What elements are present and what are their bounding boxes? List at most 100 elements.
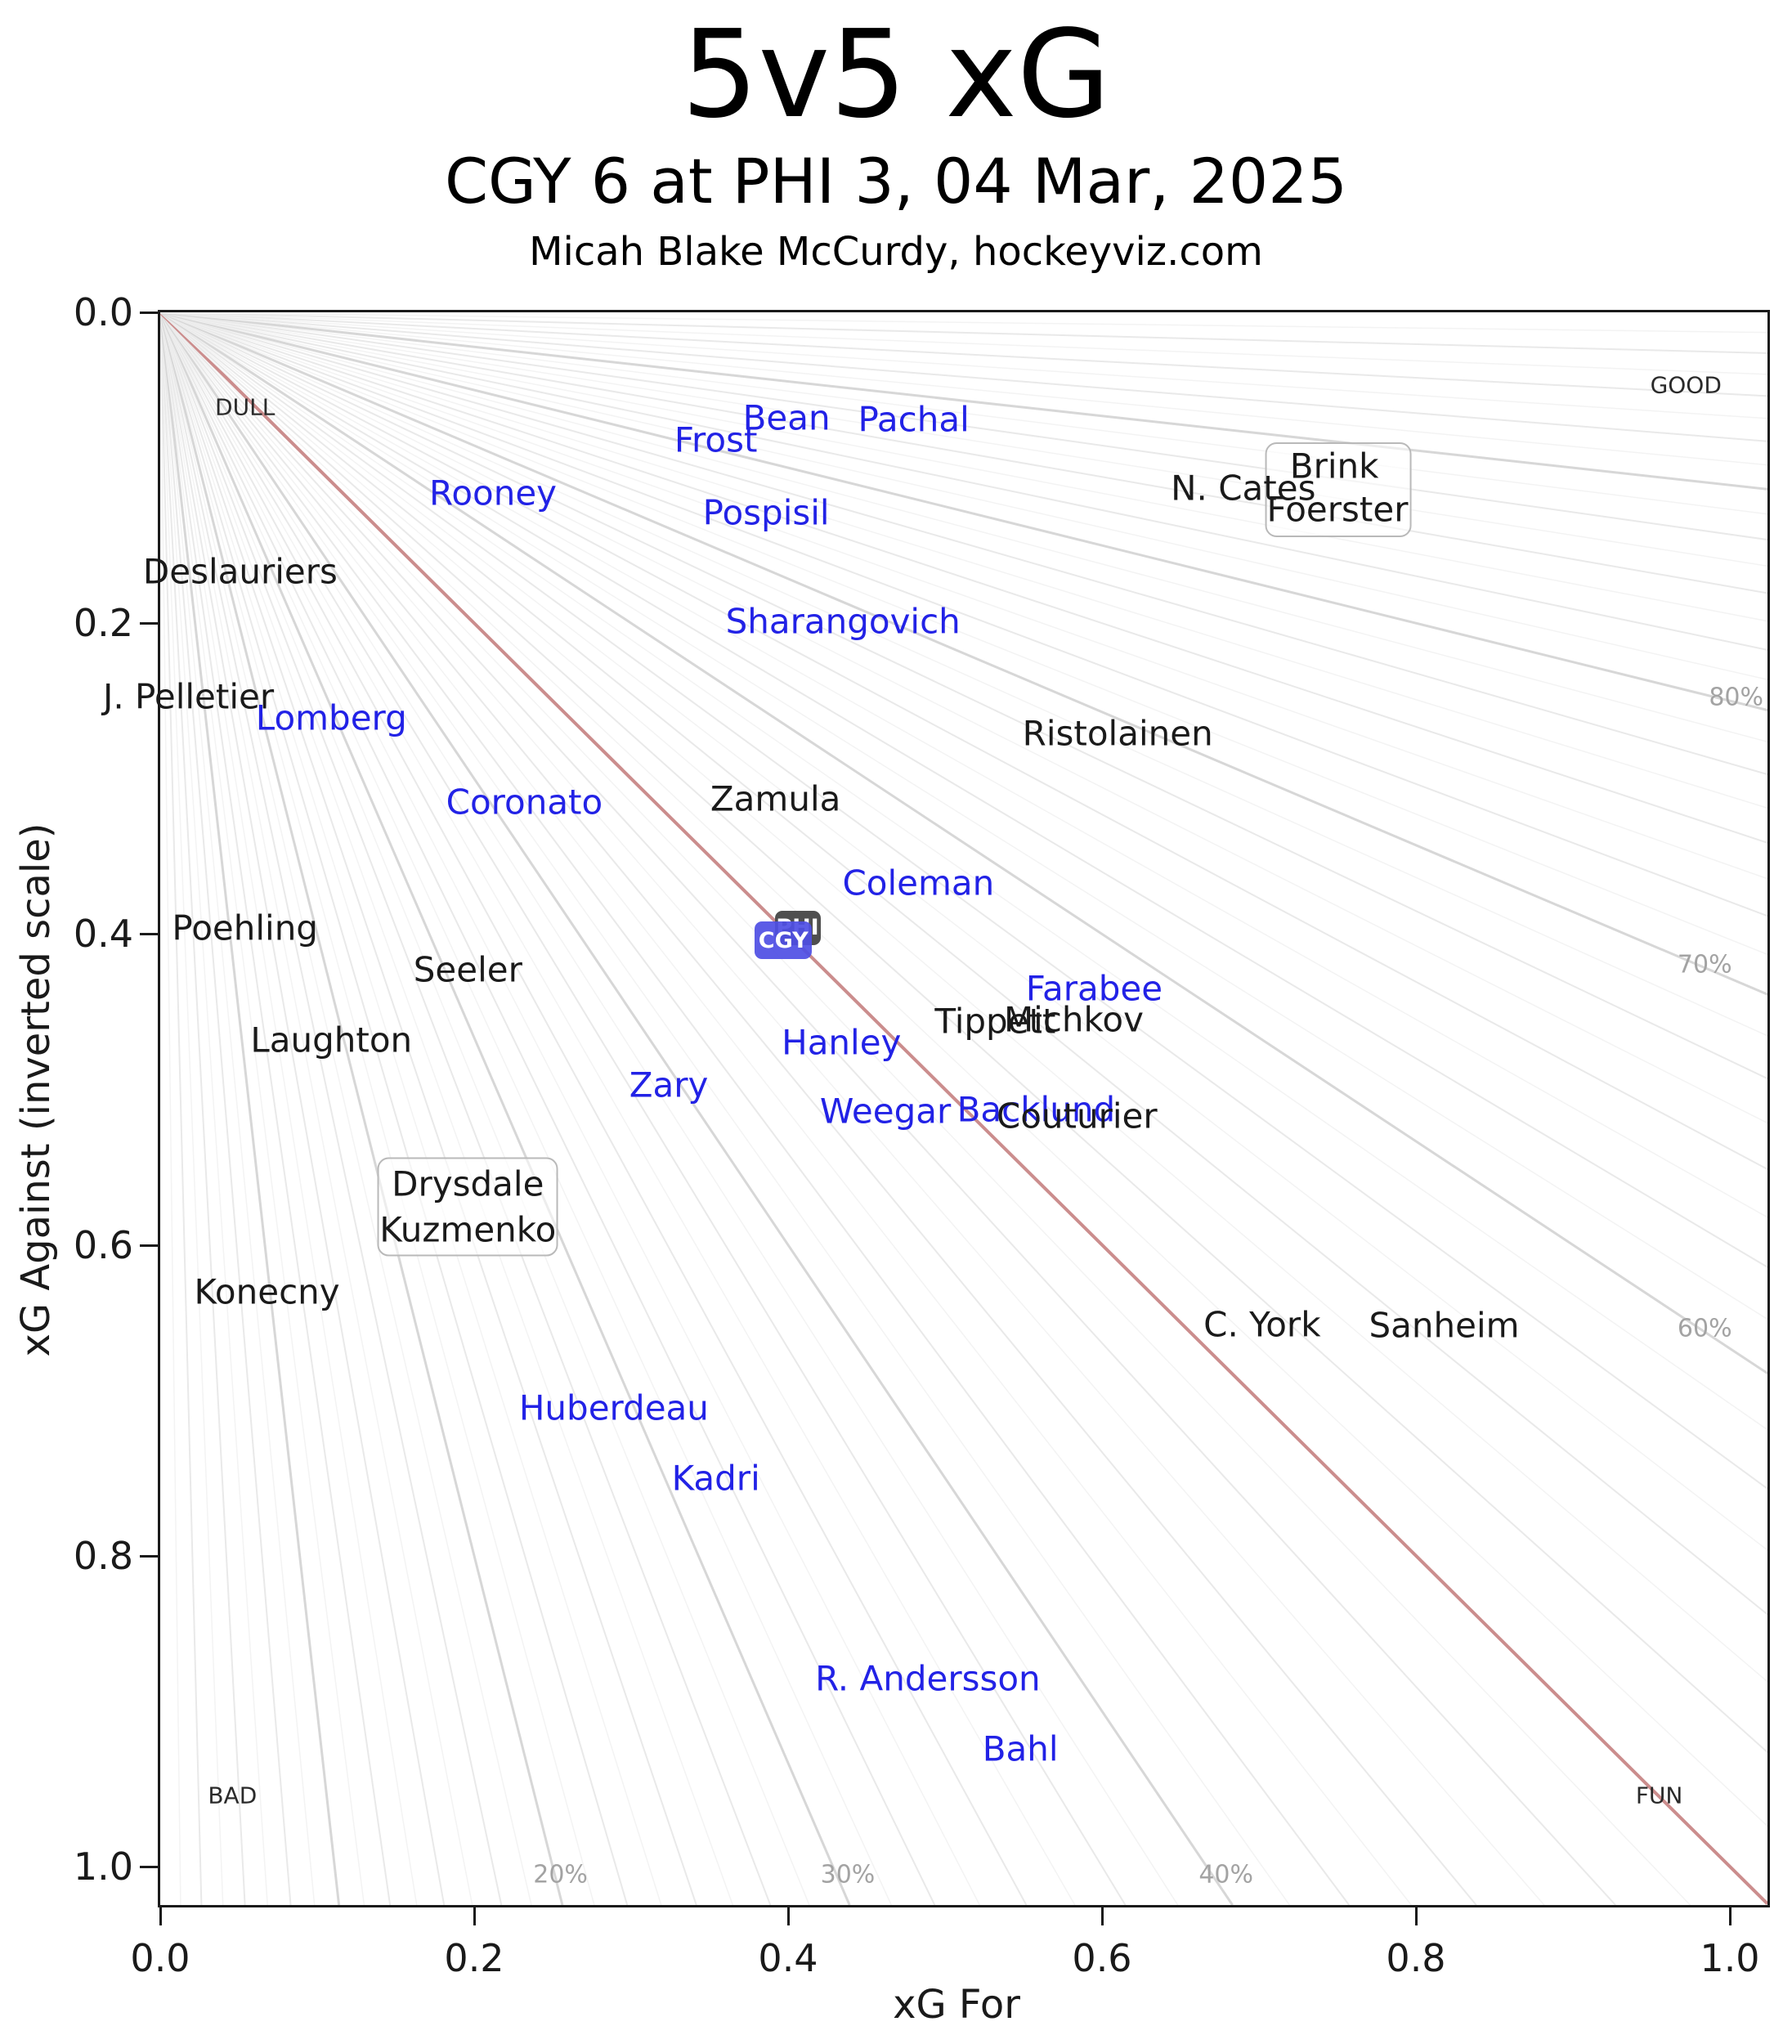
player-label-michkov: Michkov bbox=[1003, 999, 1144, 1040]
y-tick-mark bbox=[140, 933, 158, 936]
y-tick-mark bbox=[140, 1244, 158, 1247]
share-pct-label-30: 30% bbox=[820, 1860, 876, 1889]
share-fan-line bbox=[160, 312, 1127, 1905]
share-fan-line bbox=[160, 312, 1351, 1905]
x-tick-mark bbox=[159, 1907, 162, 1925]
share-fan-gridlines bbox=[160, 312, 1767, 1905]
player-label-bahl: Bahl bbox=[982, 1728, 1059, 1769]
corner-label-good: GOOD bbox=[1650, 371, 1722, 399]
share-fan-line bbox=[160, 312, 1767, 1080]
share-fan-line bbox=[160, 312, 1076, 1905]
player-label-n-cates: N. Cates bbox=[1171, 468, 1316, 509]
player-label-zamula: Zamula bbox=[710, 778, 841, 819]
y-axis-label: xG Against (inverted scale) bbox=[13, 823, 59, 1357]
player-label-pachal: Pachal bbox=[858, 399, 970, 440]
y-tick-label: 1.0 bbox=[73, 1845, 133, 1889]
player-label-frost: Frost bbox=[674, 419, 758, 460]
x-tick-label: 0.2 bbox=[444, 1936, 504, 1980]
share-fan-line bbox=[160, 312, 980, 1905]
player-label-sharangovich: Sharangovich bbox=[725, 601, 961, 642]
player-label-weegar: Weegar bbox=[819, 1091, 952, 1132]
player-label-kuzmenko: Kuzmenko bbox=[379, 1209, 557, 1250]
x-tick-label: 0.6 bbox=[1072, 1936, 1132, 1980]
share-fan-line bbox=[160, 312, 1767, 622]
player-label-zary: Zary bbox=[629, 1065, 709, 1105]
share-fan-line bbox=[160, 312, 181, 1905]
share-fan-line bbox=[160, 312, 1767, 1320]
share-fan-line bbox=[160, 312, 1767, 743]
share-fan-line bbox=[160, 312, 1767, 996]
player-label-j-pelletier: J. Pelletier bbox=[102, 676, 275, 717]
x-tick-mark bbox=[787, 1907, 790, 1925]
share-fan-line bbox=[160, 312, 1767, 712]
share-fan-line bbox=[160, 312, 1545, 1905]
player-label-foerster: Foerster bbox=[1266, 489, 1409, 530]
share-fan-line bbox=[160, 312, 1767, 541]
share-fan-line bbox=[160, 312, 1179, 1905]
x-tick-label: 0.8 bbox=[1386, 1936, 1446, 1980]
share-fan-line bbox=[160, 312, 1616, 1905]
player-label-bean: Bean bbox=[742, 397, 831, 438]
player-label-sanheim: Sanheim bbox=[1369, 1305, 1520, 1346]
share-fan-line bbox=[160, 312, 851, 1905]
chart-header: 5v5 xG CGY 6 at PHI 3, 04 Mar, 2025 Mica… bbox=[0, 0, 1792, 275]
share-fan-line bbox=[160, 312, 1767, 880]
share-fan-line bbox=[160, 312, 1767, 1268]
share-fan-line bbox=[160, 312, 564, 1905]
share-fan-line bbox=[160, 312, 1767, 809]
x-tick-label: 0.0 bbox=[130, 1936, 190, 1980]
corner-label-bad: BAD bbox=[208, 1782, 258, 1809]
player-label-backlund: Backlund bbox=[956, 1089, 1116, 1130]
corner-label-fun: FUN bbox=[1635, 1782, 1683, 1809]
share-fan-line bbox=[160, 312, 697, 1905]
x-tick-label: 1.0 bbox=[1700, 1936, 1760, 1980]
player-label-rooney: Rooney bbox=[429, 473, 558, 513]
y-tick-label: 0.0 bbox=[73, 290, 133, 334]
share-fan-line bbox=[160, 312, 268, 1905]
share-fan-line bbox=[160, 312, 503, 1905]
share-fan-line bbox=[160, 312, 1767, 917]
share-fan-line bbox=[160, 312, 1412, 1905]
even-share-line bbox=[160, 312, 1767, 1905]
share-fan-line bbox=[160, 312, 316, 1905]
share-fan-line bbox=[160, 312, 1767, 594]
share-fan-line bbox=[160, 312, 936, 1905]
share-fan-line bbox=[160, 312, 418, 1905]
share-fan-line bbox=[160, 312, 1767, 491]
share-fan-line bbox=[160, 312, 1767, 354]
share-fan-line bbox=[160, 312, 1234, 1905]
player-label-coleman: Coleman bbox=[842, 863, 995, 903]
y-tick-mark bbox=[140, 1554, 158, 1558]
share-fan-line bbox=[160, 312, 1767, 1827]
share-fan-line bbox=[160, 312, 1767, 1170]
share-pct-label-70: 70% bbox=[1677, 950, 1732, 979]
player-label-poehling: Poehling bbox=[172, 908, 318, 948]
share-fan-line bbox=[160, 312, 1767, 419]
player-label-pospisil: Pospisil bbox=[702, 492, 830, 533]
share-fan-line bbox=[160, 312, 810, 1905]
player-label-seeler: Seeler bbox=[413, 949, 522, 990]
y-tick-label: 0.8 bbox=[73, 1533, 133, 1578]
player-label-ristolainen: Ristolainen bbox=[1022, 713, 1213, 754]
share-pct-label-60: 60% bbox=[1677, 1314, 1732, 1343]
chart-attribution: Micah Blake McCurdy, hockeyviz.com bbox=[529, 229, 1263, 276]
x-tick-mark bbox=[1101, 1907, 1104, 1925]
share-fan-line bbox=[160, 312, 1767, 515]
share-fan-line bbox=[160, 312, 892, 1905]
share-fan-line bbox=[160, 312, 446, 1905]
y-tick-label: 0.2 bbox=[73, 601, 133, 646]
player-label-couturier: Couturier bbox=[996, 1096, 1158, 1136]
share-fan-line bbox=[160, 312, 246, 1905]
y-tick-mark bbox=[140, 312, 158, 314]
share-fan-line bbox=[160, 312, 292, 1905]
share-pct-label-40: 40% bbox=[1198, 1860, 1254, 1889]
x-tick-mark bbox=[1415, 1907, 1418, 1925]
share-fan-line bbox=[160, 312, 1767, 1753]
share-fan-line bbox=[160, 312, 341, 1905]
share-fan-line bbox=[160, 312, 1767, 1037]
share-fan-line bbox=[160, 312, 1767, 1616]
share-fan-line bbox=[160, 312, 473, 1905]
share-fan-line bbox=[160, 312, 365, 1905]
share-fan-line bbox=[160, 312, 1767, 567]
